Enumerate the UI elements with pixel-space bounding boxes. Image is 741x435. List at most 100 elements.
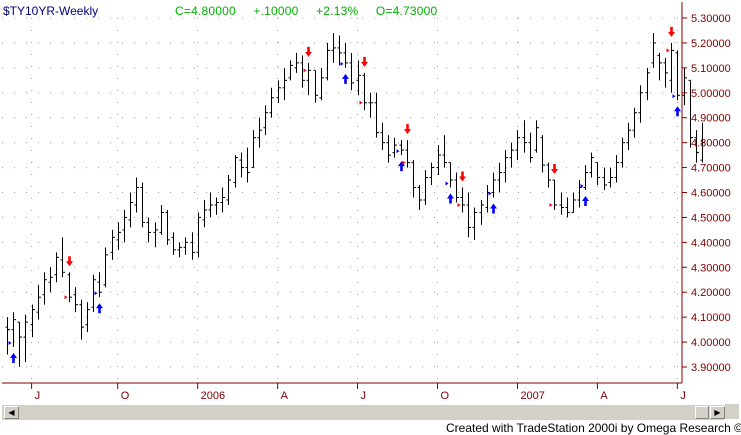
ohlc-bar <box>540 135 545 173</box>
ohlc-bar <box>368 92 373 118</box>
sell-arrow-icon <box>459 171 466 182</box>
price-chart[interactable]: 5.30000 5.20000 5.10000 5.00000 4.90000 4.800… <box>0 0 741 420</box>
ohlc-bar <box>196 212 201 258</box>
ohlc-bar <box>319 67 324 101</box>
ohlc-bar <box>233 155 238 188</box>
x-tick-label: A <box>281 390 289 402</box>
ohlc-bar <box>103 247 108 288</box>
ohlc-bar <box>91 274 96 313</box>
ohlc-bar <box>288 60 293 81</box>
ohlc-bar <box>337 35 342 66</box>
ohlc-bar <box>503 150 508 183</box>
sell-entry-marker <box>402 160 406 165</box>
ohlc-bar <box>614 155 619 183</box>
symbol-label: $TY10YR-Weekly <box>3 4 99 18</box>
ohlc-bar <box>263 105 268 136</box>
ohlc-bar <box>343 42 348 68</box>
ohlc-bar <box>515 130 520 161</box>
ohlc-bar <box>60 237 65 278</box>
ohlc-bar <box>534 120 539 153</box>
credit-text: Created with TradeStation 2000i by Omega… <box>446 421 741 435</box>
ohlc-bar <box>411 160 416 198</box>
ohlc-bar <box>497 162 502 193</box>
ohlc-bar <box>380 122 385 151</box>
ohlc-bar <box>429 162 434 186</box>
sell-arrow-icon <box>551 164 558 175</box>
ohlc-bar <box>460 187 465 213</box>
ohlc-bar <box>645 67 650 101</box>
ohlc-bar <box>257 117 262 148</box>
buy-arrow-icon <box>674 106 681 117</box>
ohlc-bar <box>116 222 121 250</box>
buy-arrow-icon <box>582 196 589 207</box>
ohlc-bar <box>509 142 514 168</box>
close-value: C=4.80000 <box>175 4 236 18</box>
ohlc-bar <box>183 237 188 255</box>
ohlc-bar <box>110 229 115 260</box>
ohlc-bar <box>620 137 625 168</box>
ohlc-bar <box>79 299 84 340</box>
x-tick-label: A <box>600 390 608 402</box>
y-tick-label: 4.00000 <box>691 337 731 349</box>
y-tick-label: 4.70000 <box>691 163 731 175</box>
buy-arrow-icon <box>342 73 349 84</box>
ohlc-bar <box>42 272 47 305</box>
ohlc-bar <box>657 52 662 81</box>
ohlc-bar <box>399 140 404 156</box>
scrollbar-corner <box>725 404 739 419</box>
ohlc-bar <box>128 192 133 228</box>
ohlc-bar <box>269 87 274 118</box>
ohlc-bar <box>67 272 72 303</box>
ohlc-bar <box>454 172 459 203</box>
ohlc-bar <box>522 120 527 153</box>
y-tick-label: 4.50000 <box>691 212 731 224</box>
ohlc-bars <box>5 32 705 367</box>
ohlc-bar <box>331 32 336 63</box>
ohlc-bar <box>251 130 256 169</box>
ohlc-bar <box>663 57 668 88</box>
ohlc-bar <box>583 165 588 191</box>
ohlc-bar <box>374 92 379 138</box>
buy-entry-marker <box>340 61 344 66</box>
buy-arrow-icon <box>490 203 497 214</box>
ohlc-bar <box>405 140 410 168</box>
horizontal-scrollbar[interactable]: ◀ ▶ <box>2 404 725 420</box>
ohlc-bar <box>700 122 705 163</box>
ohlc-bar <box>202 199 207 228</box>
sell-entry-marker <box>64 295 68 300</box>
ohlc-bar <box>134 177 139 213</box>
scroll-thumb[interactable] <box>695 406 709 419</box>
ohlc-bar <box>688 79 693 148</box>
sell-arrow-icon <box>305 46 312 57</box>
ohlc-bar <box>226 175 231 205</box>
y-tick-label: 5.30000 <box>691 13 731 25</box>
x-tick-label: J <box>361 390 367 402</box>
change-value: +.10000 <box>253 4 299 18</box>
buy-entry-marker <box>8 341 12 346</box>
scroll-right-icon[interactable]: ▶ <box>710 406 725 419</box>
ohlc-bar <box>171 232 176 255</box>
ohlc-bar <box>140 182 145 228</box>
sell-arrow-icon <box>361 56 368 67</box>
ohlc-bar <box>190 232 195 260</box>
ohlc-bar <box>73 287 78 313</box>
y-tick-label: 4.90000 <box>691 113 731 125</box>
ohlc-bar <box>682 67 687 106</box>
ohlc-bar <box>669 42 674 93</box>
ohlc-bar <box>423 170 428 205</box>
ohlc-bar <box>276 80 281 103</box>
sell-entry-marker <box>549 202 553 207</box>
ohlc-bar <box>85 302 90 333</box>
ohlc-bar <box>177 242 182 258</box>
open-value: O=4.73000 <box>375 4 438 18</box>
pct-change-value: +2.13% <box>316 4 359 18</box>
ohlc-bar <box>306 62 311 96</box>
scroll-left-icon[interactable]: ◀ <box>4 406 19 419</box>
ohlc-bar <box>608 167 613 188</box>
ohlc-bar <box>159 204 164 235</box>
ohlc-bar <box>626 122 631 151</box>
buy-entry-marker <box>672 94 676 99</box>
ohlc-bar <box>220 187 225 213</box>
sell-entry-marker <box>359 100 363 105</box>
